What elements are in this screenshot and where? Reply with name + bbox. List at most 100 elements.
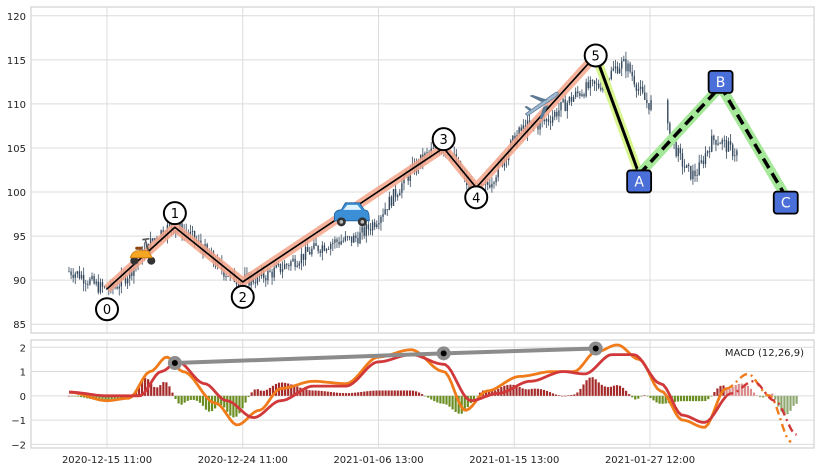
macd-hist-bar [771, 393, 774, 396]
macd-hist-bar [445, 395, 448, 405]
candle [344, 231, 347, 243]
svg-text:B: B [716, 75, 726, 91]
macd-hist-bar [640, 395, 643, 397]
macd-hist-bar [116, 395, 119, 400]
wave-label-C: C [772, 190, 799, 215]
macd-hist-bar [752, 392, 756, 396]
macd-y-tick-label: 1 [20, 368, 26, 379]
macd-hist-bar [588, 377, 591, 396]
candle [545, 117, 548, 129]
candle [397, 193, 399, 201]
candle [677, 144, 679, 162]
candle [491, 177, 493, 193]
macd-hist-bar [673, 395, 676, 402]
candle [696, 168, 698, 182]
macd-hist-bar [530, 388, 533, 396]
candle [384, 202, 386, 215]
candle [227, 275, 229, 278]
x-tick-label: 2021-01-06 13:00 [333, 455, 423, 466]
macd-hist-bar [603, 386, 606, 396]
macd-hist-bar [271, 385, 275, 396]
signal-line-projection [725, 380, 798, 436]
candle [281, 261, 284, 279]
candle [225, 272, 227, 281]
macd-hist-bar [698, 395, 701, 402]
macd-hist-bar [533, 388, 536, 396]
candle [373, 218, 376, 230]
macd-hist-bar [704, 395, 707, 402]
candle [359, 226, 361, 245]
price-panel: 85 90 95 100 105 110 115 120 0 1 2 3 4 5 A B C [7, 6, 815, 334]
macd-hist-bar [165, 382, 168, 396]
candle [70, 267, 72, 280]
macd-hist-bar [244, 395, 247, 403]
macd-hist-bar [621, 387, 625, 396]
candle [577, 86, 579, 98]
macd-hist-bar [585, 380, 588, 396]
macd-hist-bar [156, 387, 159, 396]
macd-hist-bar [527, 389, 530, 396]
macd-hist-bar [728, 388, 731, 396]
candle [708, 146, 711, 159]
macd-hist-bar [290, 384, 293, 396]
x-tick-label: 2020-12-24 11:00 [198, 455, 288, 466]
candle [495, 174, 497, 186]
macd-hist-bar [80, 395, 83, 398]
macd-hist-bar [220, 395, 223, 406]
macd-y-tick-label: 2 [20, 343, 26, 354]
candle [78, 265, 81, 280]
svg-text:4: 4 [472, 191, 480, 206]
price-y-tick-label: 100 [7, 188, 26, 199]
candle [382, 208, 384, 222]
macd-hist-bar [238, 395, 241, 414]
svg-text:1: 1 [171, 207, 179, 222]
candle [593, 80, 596, 91]
candle [369, 222, 372, 236]
candle [97, 274, 100, 295]
candle [698, 154, 700, 176]
macd-hist-bar [311, 390, 314, 396]
candle [731, 142, 734, 161]
candle [591, 79, 594, 87]
macd-hist-bar [305, 389, 308, 396]
macd-y-axis: −2 −1 0 1 2 [11, 343, 26, 451]
candle [376, 220, 378, 229]
candle [564, 93, 566, 112]
candle [729, 134, 732, 151]
candle [330, 241, 332, 256]
candle [562, 98, 564, 103]
candle [99, 278, 102, 295]
candle [76, 270, 79, 278]
candle [723, 135, 726, 148]
macd-hist-bar [357, 392, 360, 396]
macd-hist-bar [418, 392, 421, 396]
macd-hist-bar [579, 388, 582, 396]
svg-text:3: 3 [440, 133, 448, 148]
candle [646, 92, 648, 109]
candle [74, 271, 76, 285]
macd-hist-bar [518, 386, 521, 396]
wave-label-1: 1 [162, 201, 187, 226]
macd-hist-bar [329, 391, 332, 396]
candle [574, 87, 577, 99]
macd-hist-bar [591, 377, 594, 396]
candle [311, 245, 313, 257]
candle [717, 135, 719, 146]
macd-hist-bar [649, 395, 652, 399]
macd-hist-bar [652, 395, 655, 401]
macd-hist-bar [655, 395, 658, 403]
macd-hist-bar [618, 385, 622, 396]
candle [644, 84, 646, 101]
wave-label-A: A [626, 169, 653, 194]
macd-hist-bar [168, 386, 171, 396]
price-y-tick-label: 105 [7, 144, 26, 155]
candle [627, 60, 629, 78]
candle [570, 91, 573, 106]
macd-hist-bar [229, 395, 232, 416]
macd-hist-bar [691, 395, 695, 402]
macd-hist-bar [150, 383, 153, 396]
macd-hist-bar [615, 385, 619, 396]
macd-hist-bar [463, 395, 466, 412]
candle [694, 163, 696, 182]
candle [618, 63, 621, 75]
